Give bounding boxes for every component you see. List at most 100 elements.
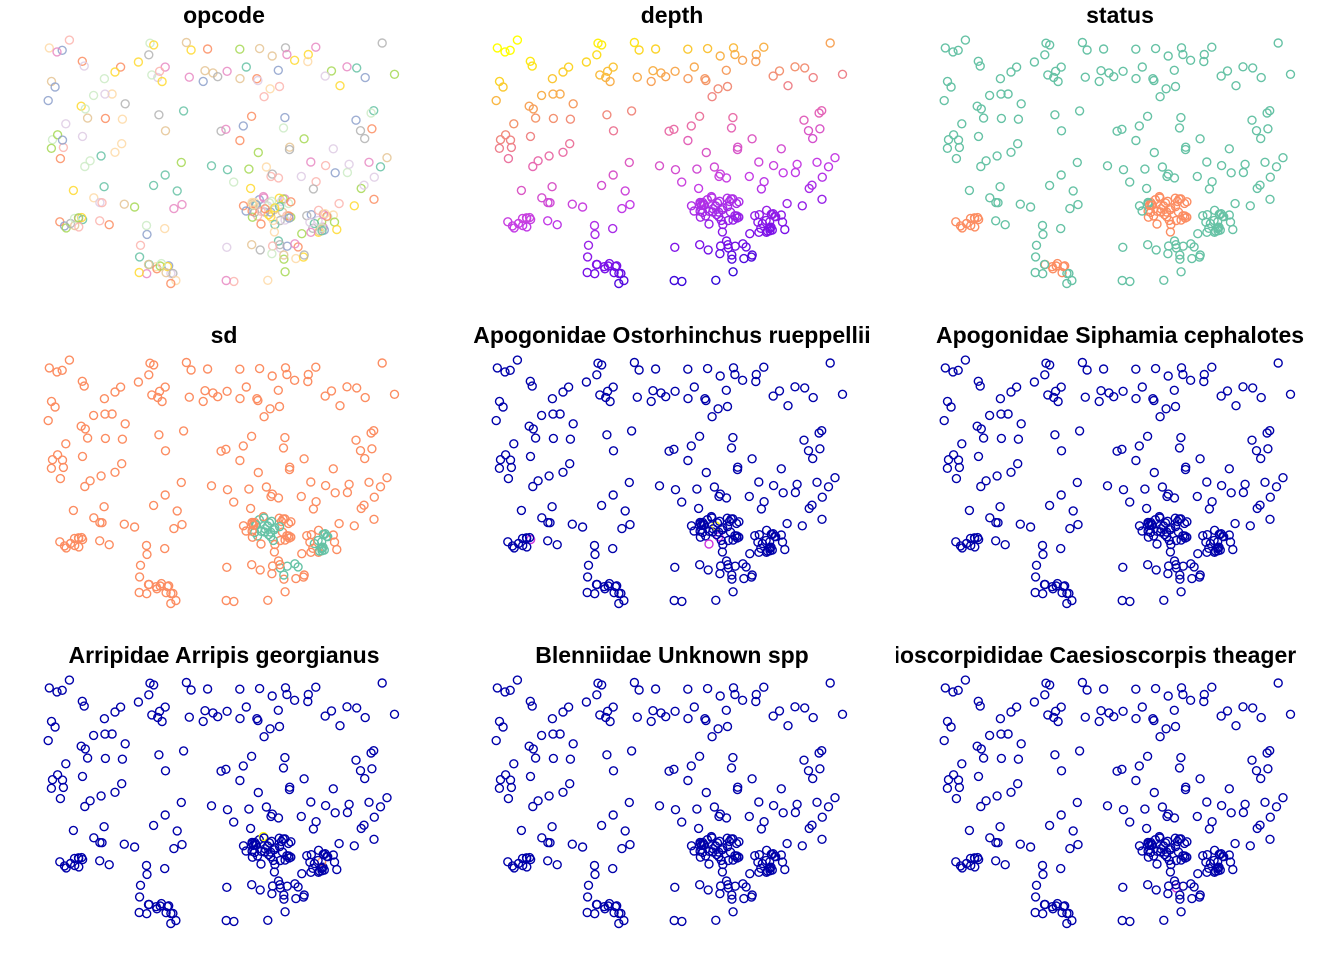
data-point	[1108, 391, 1119, 402]
data-point	[134, 587, 144, 598]
data-point	[494, 783, 505, 794]
data-point	[1015, 839, 1026, 849]
data-point	[116, 778, 127, 789]
data-point	[1137, 206, 1147, 216]
data-point	[1193, 548, 1203, 559]
data-point	[265, 84, 275, 94]
data-point	[1142, 111, 1153, 122]
data-point	[1176, 363, 1187, 373]
data-point	[1050, 66, 1061, 77]
data-point	[707, 411, 717, 422]
data-point	[279, 890, 289, 900]
data-point	[689, 206, 699, 216]
data-point	[1169, 813, 1180, 823]
data-point	[591, 899, 602, 910]
data-point	[629, 357, 640, 368]
data-point	[326, 706, 337, 716]
data-point	[1195, 134, 1205, 144]
data-point	[1159, 595, 1169, 605]
data-point	[335, 400, 345, 411]
data-point	[660, 391, 671, 402]
data-point	[1185, 695, 1196, 705]
data-point	[695, 846, 705, 856]
data-point	[303, 376, 313, 387]
data-point	[939, 95, 949, 106]
data-point	[1164, 215, 1174, 226]
data-point	[1125, 596, 1135, 607]
data-point	[973, 56, 984, 66]
data-point	[320, 711, 330, 721]
data-point	[99, 393, 110, 404]
data-point	[670, 804, 681, 815]
data-point	[558, 787, 568, 798]
data-point	[328, 784, 338, 794]
data-point	[141, 909, 152, 919]
data-point	[160, 810, 170, 820]
data-point	[1175, 890, 1185, 900]
data-point	[120, 419, 130, 429]
data-point	[1125, 916, 1135, 927]
data-point	[558, 147, 568, 158]
data-point	[274, 841, 285, 852]
data-point	[1265, 425, 1275, 436]
data-point	[1052, 578, 1063, 589]
data-point	[727, 574, 737, 584]
data-point	[1016, 99, 1026, 109]
data-point	[171, 275, 181, 286]
data-point	[50, 82, 60, 92]
data-point	[530, 753, 541, 763]
data-point	[565, 434, 576, 444]
data-point	[953, 455, 964, 465]
data-point	[222, 164, 233, 175]
data-point	[778, 168, 788, 178]
data-point	[704, 539, 714, 549]
data-point	[1056, 126, 1067, 136]
data-point	[1216, 711, 1226, 721]
data-point	[1207, 42, 1217, 52]
data-point	[1016, 419, 1026, 429]
data-point	[360, 392, 370, 403]
data-point	[1226, 488, 1236, 498]
data-point	[567, 199, 578, 209]
data-point	[367, 764, 377, 774]
data-point	[159, 543, 170, 554]
data-point	[134, 267, 144, 278]
data-point	[715, 248, 725, 259]
data-point	[306, 477, 316, 487]
data-point	[172, 506, 182, 516]
data-point	[650, 364, 661, 374]
data-point	[624, 157, 635, 168]
data-point	[1175, 894, 1185, 904]
data-point	[689, 846, 699, 856]
data-point	[80, 744, 91, 754]
data-point	[764, 222, 775, 233]
data-point	[316, 542, 327, 553]
data-point	[1016, 739, 1026, 749]
data-point	[722, 81, 733, 92]
data-point	[1260, 157, 1270, 168]
data-point	[1180, 144, 1191, 155]
data-point	[280, 363, 291, 373]
data-point	[722, 841, 733, 852]
data-point	[1163, 568, 1173, 579]
data-point	[299, 890, 309, 900]
data-point	[326, 386, 337, 396]
data-point	[1273, 678, 1283, 688]
data-point	[278, 123, 289, 133]
data-point	[1199, 56, 1209, 67]
data-point	[303, 689, 313, 700]
data-point	[244, 804, 254, 814]
data-point	[976, 424, 987, 434]
data-point	[291, 893, 301, 904]
data-point	[1030, 587, 1040, 598]
data-point	[1256, 72, 1266, 83]
data-point	[617, 843, 627, 854]
data-point	[715, 568, 725, 579]
data-point	[1256, 133, 1266, 144]
data-point	[141, 589, 152, 599]
data-point	[244, 484, 254, 494]
data-point	[669, 124, 679, 135]
data-point	[359, 820, 369, 830]
data-point	[783, 80, 793, 91]
data-point	[670, 164, 681, 175]
